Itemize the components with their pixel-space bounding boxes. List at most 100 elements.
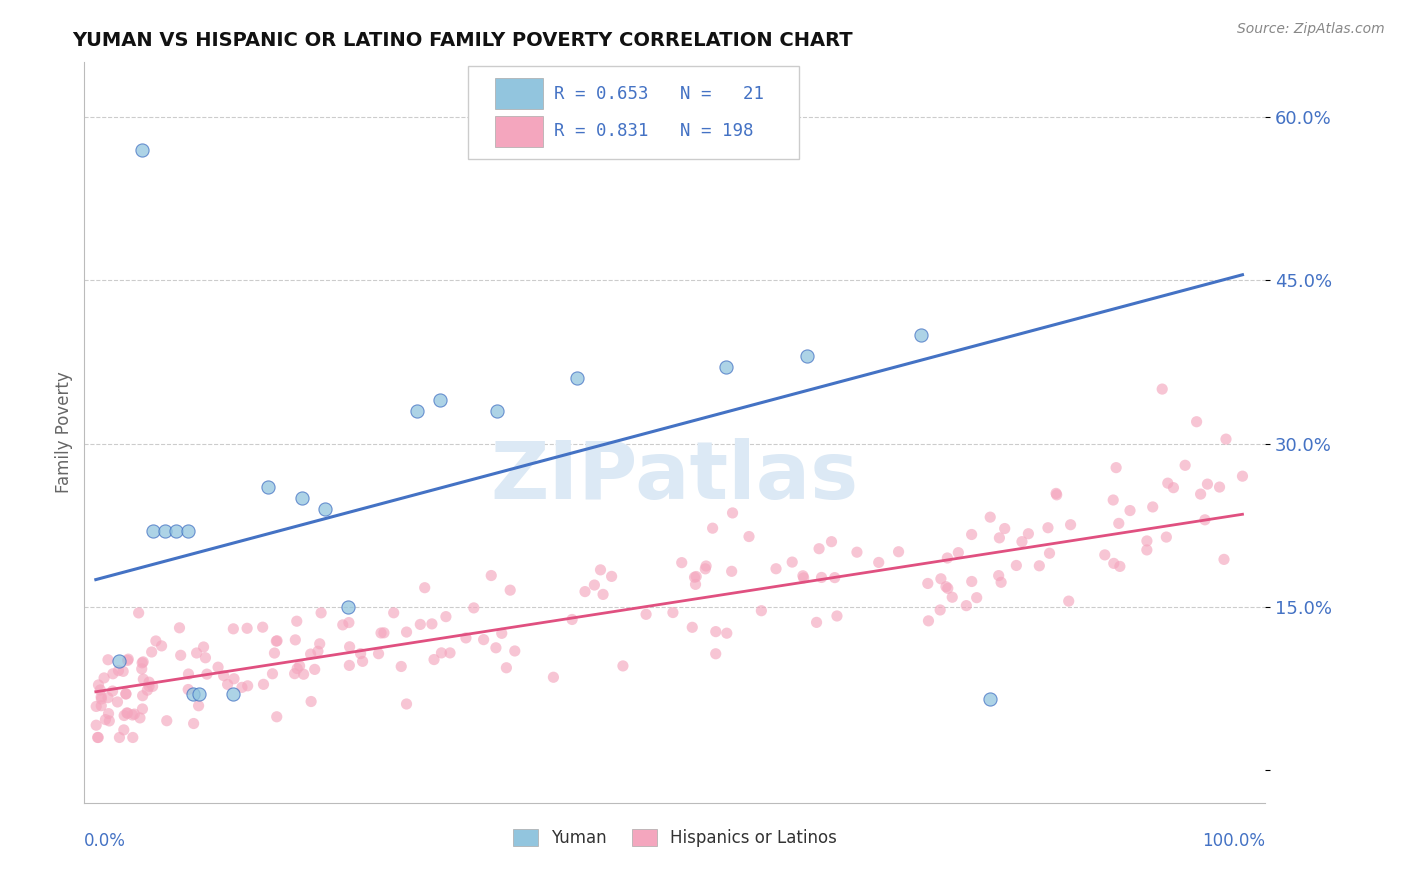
Point xyxy=(765,562,787,576)
Point xyxy=(93,671,115,685)
Point xyxy=(413,581,436,595)
Point xyxy=(131,656,153,670)
Point xyxy=(107,654,129,668)
Point xyxy=(439,646,461,660)
Point xyxy=(382,606,405,620)
Point xyxy=(430,646,453,660)
Point xyxy=(824,571,846,585)
Point xyxy=(868,556,890,570)
Point xyxy=(929,603,952,617)
Point xyxy=(177,667,200,681)
Point xyxy=(112,723,135,737)
Point xyxy=(499,583,522,598)
Point xyxy=(423,652,446,666)
Point xyxy=(1005,558,1028,573)
FancyBboxPatch shape xyxy=(495,116,543,146)
Point xyxy=(186,646,208,660)
Point xyxy=(887,545,910,559)
Point xyxy=(1017,526,1039,541)
Point xyxy=(685,577,707,591)
Point xyxy=(955,599,977,613)
Point xyxy=(935,580,957,594)
Text: 100.0%: 100.0% xyxy=(1202,832,1265,850)
Point xyxy=(231,681,253,695)
Point xyxy=(389,659,412,673)
Point xyxy=(1213,552,1236,566)
Text: R = 0.831   N = 198: R = 0.831 N = 198 xyxy=(554,122,754,140)
Point xyxy=(117,652,139,666)
Point xyxy=(910,327,932,342)
Point xyxy=(662,606,685,620)
Point xyxy=(284,632,307,647)
Point xyxy=(129,711,152,725)
Point xyxy=(1194,513,1216,527)
Point xyxy=(222,687,245,701)
Point xyxy=(1119,503,1142,517)
Point xyxy=(252,620,274,634)
Point xyxy=(929,572,952,586)
Point xyxy=(370,626,392,640)
Point xyxy=(1028,558,1050,573)
Point xyxy=(266,634,288,648)
Point xyxy=(112,665,135,679)
Point xyxy=(288,659,311,673)
Point xyxy=(262,666,284,681)
Point xyxy=(780,555,803,569)
Point xyxy=(285,662,308,676)
Point xyxy=(115,687,138,701)
Point xyxy=(299,647,322,661)
Point xyxy=(1136,542,1159,557)
Point xyxy=(101,684,124,698)
Point xyxy=(97,706,120,721)
Point xyxy=(495,661,517,675)
Point xyxy=(107,664,129,678)
Point xyxy=(131,143,153,157)
Point xyxy=(936,582,959,596)
Point xyxy=(1174,458,1197,473)
Point xyxy=(429,392,451,407)
Point xyxy=(87,731,110,745)
Point xyxy=(98,714,121,728)
Point xyxy=(256,480,278,494)
Text: R = 0.653   N =   21: R = 0.653 N = 21 xyxy=(554,85,765,103)
Point xyxy=(101,666,124,681)
Point xyxy=(960,574,983,589)
Point xyxy=(979,692,1001,706)
Point xyxy=(1197,477,1219,491)
Point xyxy=(671,556,693,570)
Point xyxy=(543,670,565,684)
Text: Source: ZipAtlas.com: Source: ZipAtlas.com xyxy=(1237,22,1385,37)
Point xyxy=(1038,546,1060,560)
Point xyxy=(87,678,110,692)
Point xyxy=(138,679,160,693)
Point xyxy=(583,578,606,592)
Point xyxy=(349,647,371,661)
Point xyxy=(304,662,326,676)
Point xyxy=(574,584,596,599)
Point xyxy=(681,620,703,634)
Point xyxy=(1046,488,1069,502)
Point xyxy=(589,563,612,577)
Point xyxy=(121,708,143,723)
Point xyxy=(1156,530,1178,544)
Point xyxy=(156,714,179,728)
Point xyxy=(142,524,165,538)
Point xyxy=(373,625,395,640)
Point xyxy=(107,695,129,709)
Point xyxy=(222,622,245,636)
Point xyxy=(994,522,1017,536)
Point xyxy=(704,624,727,639)
Point xyxy=(337,599,360,614)
Point xyxy=(917,614,939,628)
Point xyxy=(138,675,160,690)
Point xyxy=(936,551,959,566)
Point xyxy=(463,600,485,615)
Point xyxy=(941,591,963,605)
Point xyxy=(84,699,107,714)
Point xyxy=(84,718,107,732)
Point xyxy=(131,689,153,703)
Point xyxy=(600,569,623,583)
Point xyxy=(236,679,259,693)
Point xyxy=(131,702,153,716)
Point xyxy=(1057,594,1080,608)
